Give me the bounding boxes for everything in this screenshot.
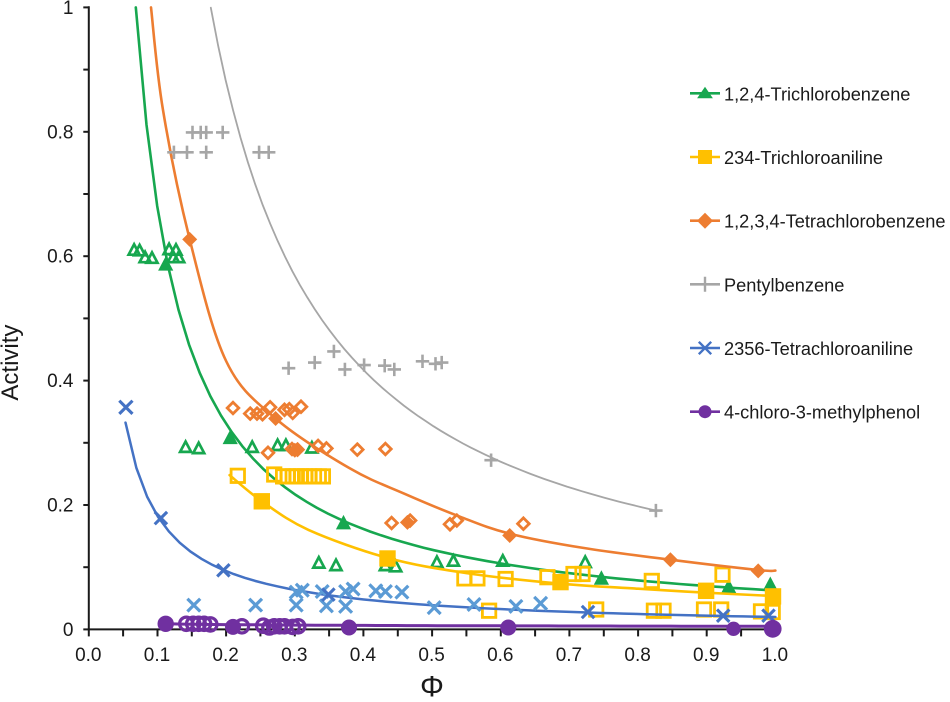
svg-text:0.7: 0.7 xyxy=(556,645,582,666)
svg-text:Pentylbenzene: Pentylbenzene xyxy=(724,275,844,295)
svg-text:1.0: 1.0 xyxy=(762,645,788,666)
svg-text:0.5: 0.5 xyxy=(418,645,444,666)
svg-text:0.9: 0.9 xyxy=(693,645,719,666)
svg-text:2356-Tetrachloroaniline: 2356-Tetrachloroaniline xyxy=(724,339,913,359)
svg-text:0.6: 0.6 xyxy=(47,247,73,268)
svg-text:Activity: Activity xyxy=(0,325,24,401)
svg-text:0.4: 0.4 xyxy=(350,645,377,666)
svg-text:0.2: 0.2 xyxy=(212,645,238,666)
svg-text:4-chloro-3-methylphenol: 4-chloro-3-methylphenol xyxy=(724,403,920,423)
svg-text:0.1: 0.1 xyxy=(144,645,170,666)
svg-text:0: 0 xyxy=(63,620,74,641)
svg-text:234-Trichloroaniline: 234-Trichloroaniline xyxy=(724,148,883,168)
svg-text:0.8: 0.8 xyxy=(624,645,650,666)
svg-text:0.6: 0.6 xyxy=(487,645,513,666)
svg-text:1: 1 xyxy=(63,0,74,19)
svg-text:1,2,3,4-Tetrachlorobenzene: 1,2,3,4-Tetrachlorobenzene xyxy=(724,212,945,232)
svg-text:0.8: 0.8 xyxy=(47,122,73,143)
svg-text:1,2,4-Trichlorobenzene: 1,2,4-Trichlorobenzene xyxy=(724,84,910,104)
svg-text:0.4: 0.4 xyxy=(47,371,74,392)
svg-text:0.0: 0.0 xyxy=(75,645,101,666)
svg-text:0.3: 0.3 xyxy=(281,645,307,666)
svg-text:0.2: 0.2 xyxy=(47,496,73,517)
svg-text:Φ: Φ xyxy=(420,671,444,698)
